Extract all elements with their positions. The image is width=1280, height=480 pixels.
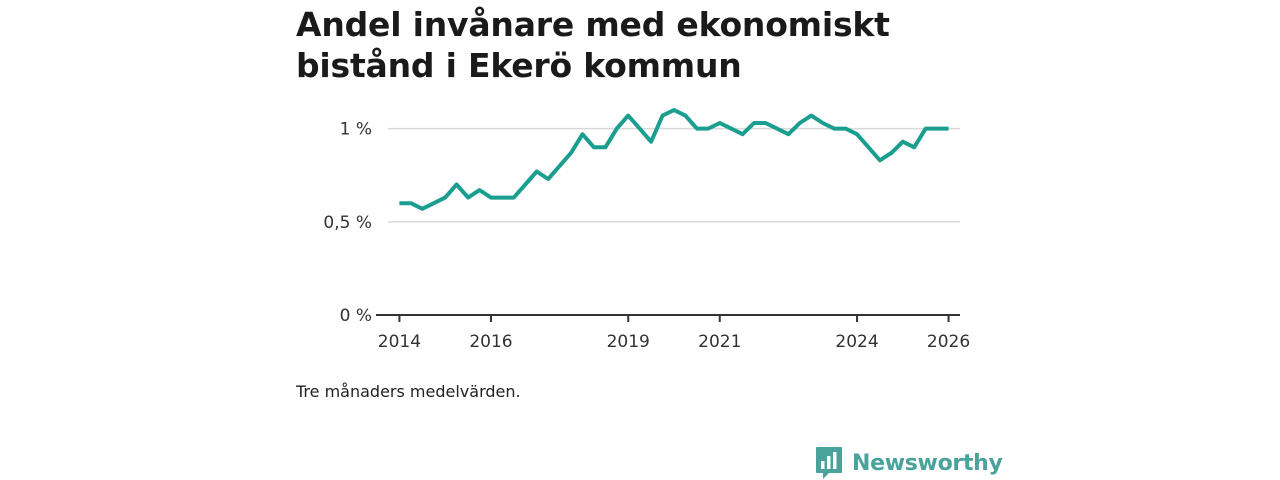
x-tick-label: 2016 <box>469 332 512 352</box>
y-tick-label: 1 % <box>340 120 372 140</box>
series-lines <box>399 108 949 211</box>
x-tick-label: 2026 <box>927 332 970 352</box>
x-tick-label: 2021 <box>698 332 741 352</box>
y-tick-label: 0,5 % <box>323 213 372 233</box>
y-axis-labels: 0 % 0,5 % 1 % <box>323 120 372 326</box>
bar-chart-speech-bubble-icon <box>816 447 842 479</box>
chart-caption: Tre månaders medelvärden. <box>296 382 521 401</box>
line-chart: 0 % 0,5 % 1 % 2014 2016 2019 2021 2024 2026 <box>323 108 970 352</box>
y-tick-label: 0 % <box>340 306 372 326</box>
x-tick-label: 2014 <box>378 332 421 352</box>
x-tick-label: 2024 <box>835 332 878 352</box>
gridlines <box>388 127 960 223</box>
x-tick-label: 2019 <box>607 332 650 352</box>
brand-logo: Newsworthy <box>815 446 1003 480</box>
x-axis: 2014 2016 2019 2021 2024 2026 <box>376 314 970 352</box>
brand-name: Newsworthy <box>852 450 1003 476</box>
series-line-0 <box>399 108 949 211</box>
chart-title: Andel invånare med ekonomiskt bistånd i … <box>296 5 890 85</box>
